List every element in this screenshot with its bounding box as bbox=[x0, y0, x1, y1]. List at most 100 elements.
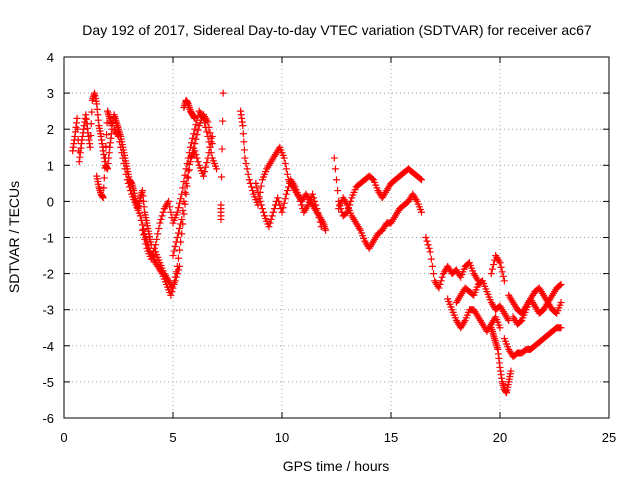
data-point bbox=[247, 183, 255, 191]
data-point bbox=[430, 270, 438, 278]
data-point bbox=[267, 215, 275, 223]
data-point bbox=[172, 268, 180, 276]
data-point bbox=[186, 143, 194, 151]
data-point bbox=[170, 247, 178, 255]
data-point bbox=[176, 224, 184, 232]
data-point bbox=[283, 170, 291, 178]
data-point bbox=[253, 184, 261, 192]
data-point bbox=[181, 188, 189, 196]
data-point bbox=[173, 208, 181, 216]
data-point bbox=[206, 129, 214, 137]
data-point bbox=[285, 183, 293, 191]
data-point bbox=[424, 241, 432, 249]
data-point bbox=[154, 230, 162, 238]
data-point bbox=[178, 230, 186, 238]
data-point bbox=[155, 224, 163, 232]
data-point bbox=[126, 187, 134, 195]
data-point bbox=[258, 205, 266, 213]
data-point bbox=[265, 223, 273, 231]
data-point bbox=[436, 280, 444, 288]
data-point bbox=[309, 190, 317, 198]
data-points bbox=[69, 89, 565, 397]
y-tick-label: 2 bbox=[47, 122, 54, 137]
data-point bbox=[274, 194, 282, 202]
data-point bbox=[103, 131, 111, 139]
data-point bbox=[255, 193, 263, 201]
y-tick-label: -5 bbox=[42, 375, 54, 390]
data-point bbox=[297, 197, 305, 205]
data-point bbox=[100, 174, 108, 182]
data-point bbox=[268, 212, 276, 220]
data-point bbox=[147, 255, 155, 263]
data-point bbox=[280, 199, 288, 207]
data-point bbox=[205, 149, 213, 157]
data-point bbox=[158, 212, 166, 220]
data-point bbox=[124, 179, 132, 187]
data-point bbox=[298, 201, 306, 209]
data-point bbox=[427, 255, 435, 263]
data-point bbox=[418, 176, 426, 184]
data-point bbox=[257, 201, 265, 209]
data-point bbox=[191, 147, 199, 155]
data-point bbox=[182, 190, 190, 198]
data-point bbox=[557, 324, 565, 332]
data-point bbox=[498, 268, 506, 276]
y-tick-label: 3 bbox=[47, 86, 54, 101]
data-point bbox=[192, 121, 200, 129]
data-point bbox=[557, 298, 565, 306]
data-point bbox=[184, 167, 192, 175]
y-tick-label: -3 bbox=[42, 303, 54, 318]
data-point bbox=[188, 139, 196, 147]
data-point bbox=[241, 154, 249, 162]
data-point bbox=[176, 199, 184, 207]
data-point bbox=[278, 208, 286, 216]
data-point bbox=[244, 170, 252, 178]
data-point bbox=[201, 168, 209, 176]
series-track-10 bbox=[330, 154, 426, 220]
data-point bbox=[219, 117, 227, 125]
data-point bbox=[193, 154, 201, 162]
data-point bbox=[330, 154, 338, 162]
data-point bbox=[172, 238, 180, 246]
data-point bbox=[333, 176, 340, 184]
y-tick-label: 0 bbox=[47, 194, 54, 209]
data-point bbox=[275, 197, 283, 205]
data-point bbox=[122, 170, 130, 178]
data-point bbox=[259, 208, 267, 216]
data-point bbox=[282, 190, 290, 198]
series-track-1 bbox=[69, 89, 116, 173]
data-point bbox=[174, 204, 182, 212]
data-point bbox=[184, 174, 192, 182]
data-point bbox=[213, 165, 221, 173]
data-point bbox=[194, 126, 202, 134]
y-axis-label: SDTVAR / TECUs bbox=[6, 181, 22, 293]
series-track-13 bbox=[444, 295, 504, 335]
data-point bbox=[556, 281, 564, 289]
y-tick-label: -4 bbox=[42, 339, 54, 354]
data-point bbox=[179, 206, 187, 214]
data-point bbox=[174, 229, 182, 237]
series-track-9 bbox=[252, 176, 325, 231]
data-point bbox=[191, 140, 199, 148]
data-point bbox=[269, 208, 277, 216]
x-tick-label: 10 bbox=[275, 430, 289, 445]
data-point bbox=[115, 132, 122, 140]
y-tick-label: 1 bbox=[47, 158, 54, 173]
data-point bbox=[204, 118, 212, 126]
data-point bbox=[496, 259, 504, 267]
data-point bbox=[245, 176, 253, 184]
data-point bbox=[422, 234, 430, 241]
data-point bbox=[295, 194, 303, 202]
data-point bbox=[180, 197, 188, 205]
data-point bbox=[116, 138, 124, 146]
data-point bbox=[87, 120, 95, 128]
data-point bbox=[208, 132, 216, 140]
data-point bbox=[182, 179, 190, 187]
data-point bbox=[497, 263, 505, 271]
data-point bbox=[152, 241, 160, 249]
data-point bbox=[157, 215, 165, 223]
data-point bbox=[167, 208, 175, 216]
data-point bbox=[101, 154, 109, 162]
series-track-16 bbox=[500, 324, 565, 361]
